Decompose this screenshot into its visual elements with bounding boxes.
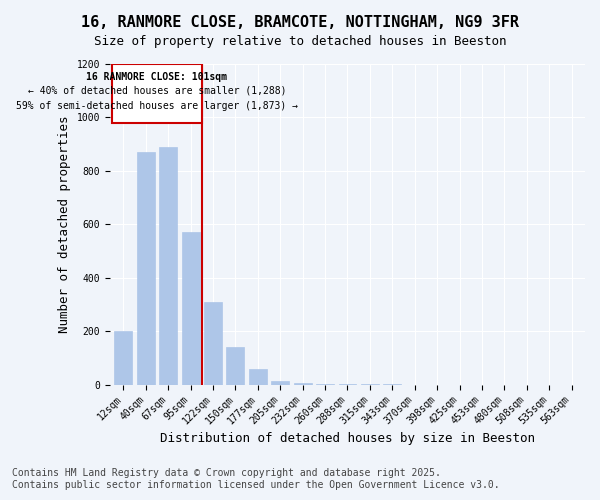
Text: 16, RANMORE CLOSE, BRAMCOTE, NOTTINGHAM, NG9 3FR: 16, RANMORE CLOSE, BRAMCOTE, NOTTINGHAM,…	[81, 15, 519, 30]
X-axis label: Distribution of detached houses by size in Beeston: Distribution of detached houses by size …	[160, 432, 535, 445]
Text: 59% of semi-detached houses are larger (1,873) →: 59% of semi-detached houses are larger (…	[16, 102, 298, 112]
Text: ← 40% of detached houses are smaller (1,288): ← 40% of detached houses are smaller (1,…	[28, 86, 286, 96]
Bar	[182, 232, 200, 384]
FancyBboxPatch shape	[112, 64, 202, 123]
Text: 16 RANMORE CLOSE: 101sqm: 16 RANMORE CLOSE: 101sqm	[86, 72, 227, 82]
Bar	[137, 152, 155, 384]
Bar	[115, 332, 133, 384]
Y-axis label: Number of detached properties: Number of detached properties	[58, 116, 71, 333]
Bar	[293, 382, 311, 384]
Bar	[159, 147, 177, 384]
Text: Contains HM Land Registry data © Crown copyright and database right 2025.
Contai: Contains HM Land Registry data © Crown c…	[12, 468, 500, 490]
Bar	[271, 380, 289, 384]
Text: Size of property relative to detached houses in Beeston: Size of property relative to detached ho…	[94, 35, 506, 48]
Bar	[226, 348, 244, 385]
Bar	[249, 368, 267, 384]
Bar	[204, 302, 222, 384]
